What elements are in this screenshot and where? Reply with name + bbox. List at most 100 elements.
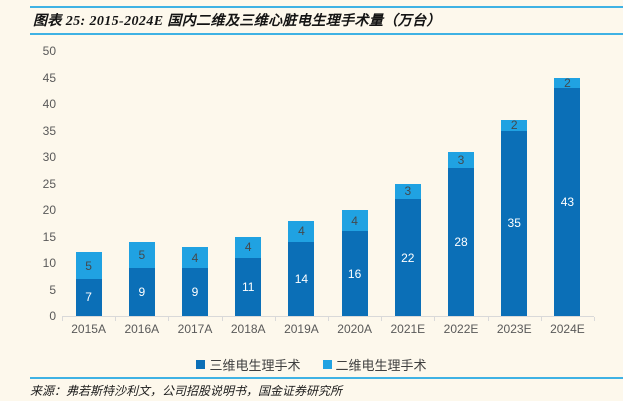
bar-value-label: 4 — [351, 213, 358, 228]
bar-segment-2d: 4 — [235, 236, 262, 258]
x-axis-label: 2017A — [177, 322, 213, 336]
bar-value-label: 2 — [510, 118, 518, 133]
x-axis-label: 2021E — [390, 322, 426, 336]
legend-item-3d: 三维电生理手术 — [196, 355, 301, 374]
y-axis-label: 10 — [42, 256, 56, 270]
y-axis-label: 50 — [42, 44, 56, 58]
x-axis-tick — [221, 317, 223, 321]
stacked-bar: 3 22 — [394, 183, 421, 316]
bar-slot: 3 28 — [434, 51, 487, 316]
x-axis-tick — [594, 317, 595, 321]
bar-value-label: 9 — [138, 285, 146, 300]
bar-value-label: 43 — [560, 195, 575, 210]
bar-segment-3d: 14 — [288, 241, 315, 316]
bar-segment-2d: 4 — [341, 210, 368, 232]
bar-segment-3d: 9 — [182, 268, 208, 316]
x-axis-tick — [381, 317, 383, 321]
bar-value-label: 35 — [507, 216, 521, 231]
x-axis-tick — [540, 317, 542, 321]
top-divider — [30, 6, 623, 8]
x-axis-tick — [328, 317, 329, 321]
bar-slot: 3 22 — [381, 51, 434, 316]
bar-value-label: 22 — [401, 250, 415, 265]
bar-segment-2d: 5 — [128, 241, 155, 269]
bar-segment-3d: 16 — [341, 231, 368, 316]
stacked-bar: 4 16 — [341, 210, 368, 316]
x-axis-label: 2016A — [124, 322, 160, 336]
x-axis: 2015A 2016A 2017A 2018A 2019A 2020A 2021E 2022E… — [62, 322, 594, 336]
bar-value-label: 4 — [244, 240, 252, 255]
x-axis-tick — [115, 317, 117, 321]
bottom-divider — [30, 377, 623, 379]
legend-item-2d: 二维电生理手术 — [322, 355, 427, 374]
y-axis: 0 5 10 15 20 25 30 35 40 45 50 — [0, 44, 56, 323]
bar-segment-2d: 2 — [554, 77, 581, 89]
x-axis-tick — [487, 317, 489, 321]
bar-value-label: 28 — [454, 234, 468, 249]
bar-value-label: 5 — [85, 258, 92, 273]
bar-segment-2d: 2 — [501, 118, 528, 133]
bar-segment-2d: 3 — [394, 183, 421, 200]
bar-slot: 4 14 — [275, 51, 328, 316]
y-axis-label: 30 — [42, 150, 56, 164]
legend-swatch-icon — [322, 360, 332, 369]
figure-title: 图表 25: 2015-2024E 国内二维及三维心脏电生理手术量（万台） — [33, 14, 441, 29]
bar-segment-3d: 43 — [554, 88, 581, 316]
x-axis-label: 2022E — [443, 322, 479, 336]
x-axis-label: 2020A — [337, 322, 372, 336]
bar-value-label: 16 — [347, 266, 362, 281]
bar-segment-3d: 9 — [128, 268, 155, 316]
chart-legend: 三维电生理手术 二维电生理手术 — [0, 355, 623, 374]
source-note: 来源：弗若斯特沙利文，公司招股说明书，国金证券研究所 — [30, 384, 343, 398]
y-axis-label: 40 — [42, 97, 56, 111]
plot-area: 5 7 5 9 4 9 4 11 4 14 4 16 3 22 3 28 2 35 2 43 — [62, 51, 595, 321]
x-axis-label: 2024E — [550, 322, 585, 336]
bar-value-label: 4 — [298, 224, 305, 239]
y-axis-label: 5 — [49, 282, 56, 297]
x-axis-tick — [168, 317, 170, 321]
stacked-bar: 3 28 — [448, 151, 475, 316]
stacked-bar: 4 14 — [288, 220, 315, 316]
bar-value-label: 11 — [241, 279, 255, 294]
stacked-bar: 2 35 — [501, 118, 528, 316]
bar-value-label: 7 — [85, 290, 92, 305]
title-divider — [30, 33, 623, 35]
y-axis-label: 20 — [42, 203, 56, 217]
bar-slot: 2 35 — [488, 51, 541, 316]
bar-slot: 2 43 — [541, 51, 594, 316]
bar-slot: 4 16 — [328, 51, 381, 316]
y-axis-label: 15 — [42, 229, 56, 244]
bar-value-label: 4 — [191, 250, 199, 265]
stacked-bar: 2 43 — [554, 77, 581, 316]
y-axis-label: 35 — [42, 123, 56, 138]
bar-segment-3d: 7 — [75, 278, 102, 316]
x-axis-label: 2023E — [496, 322, 532, 336]
x-axis-tick — [274, 317, 276, 321]
y-axis-label: 0 — [49, 309, 56, 323]
bar-segment-3d: 11 — [235, 257, 262, 316]
bar-segment-2d: 4 — [288, 220, 315, 242]
bar-segment-3d: 22 — [394, 199, 421, 316]
bar-value-label: 5 — [138, 248, 146, 263]
legend-label: 二维电生理手术 — [335, 358, 427, 373]
y-axis-label: 45 — [42, 70, 56, 85]
x-axis-label: 2018A — [230, 322, 266, 336]
stacked-bar: 4 11 — [235, 236, 262, 316]
bar-segment-2d: 4 — [182, 247, 208, 269]
x-axis-label: 2015A — [71, 322, 106, 336]
bar-value-label: 14 — [294, 271, 309, 286]
legend-label: 三维电生理手术 — [209, 358, 301, 373]
x-axis-tick — [434, 317, 436, 321]
bar-segment-3d: 35 — [501, 130, 528, 316]
bar-segment-2d: 5 — [75, 252, 102, 279]
legend-swatch-icon — [196, 360, 206, 369]
bar-segment-3d: 28 — [448, 167, 475, 316]
bar-segment-2d: 3 — [448, 151, 475, 168]
bar-value-label: 3 — [404, 184, 412, 199]
